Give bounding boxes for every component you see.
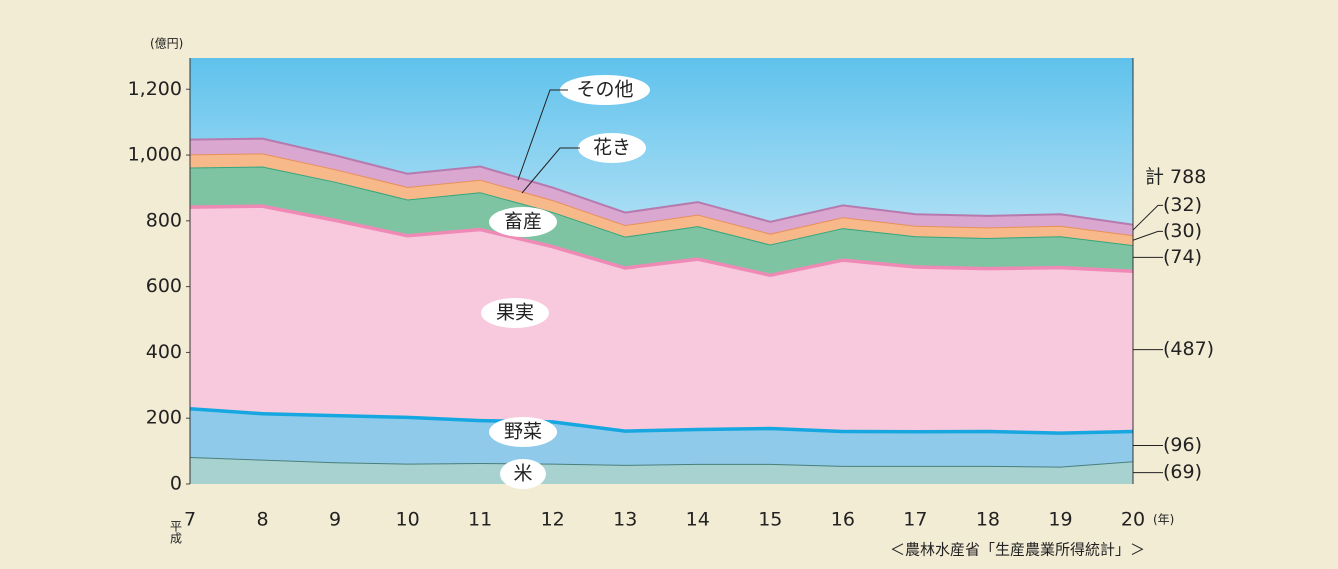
x-unit: (年) [1153,513,1174,527]
series-label: 米 [513,463,532,485]
y-tick-label: 600 [146,275,182,297]
leader [1132,230,1163,241]
label-bubble [481,298,549,328]
y-tick-label: 1,200 [128,78,182,100]
x-tick-label: 15 [758,509,782,531]
series-label: その他 [576,79,633,101]
series-label: 畜産 [504,211,542,233]
end-label: (69) [1163,461,1202,483]
series-label: 花き [593,137,631,159]
x-tick-label: 13 [613,509,637,531]
label-bubble [560,75,650,105]
label-bubble [578,133,646,163]
x-tick-label: 18 [976,509,1000,531]
label-bubble [489,417,557,447]
leader [517,89,568,181]
leader [1132,204,1163,231]
end-label: (32) [1163,194,1202,216]
series-label: 果実 [496,302,534,324]
y-tick-label: 1,000 [128,144,182,166]
total-label: 計 788 [1145,166,1206,188]
leader [521,147,580,194]
end-label: (487) [1163,338,1214,360]
series-label: 野菜 [504,421,542,443]
x-tick-label: 17 [903,509,927,531]
area [190,204,1133,432]
area [190,407,1133,467]
area-edge [189,137,1134,226]
y-tick-label: 200 [146,407,182,429]
x-tick-label: 16 [831,509,855,531]
area [190,153,1133,246]
label-bubble [500,459,546,489]
x-tick-label: 7 [184,509,196,531]
label-bubble [489,207,557,237]
end-label: (74) [1163,246,1202,268]
area [190,138,1133,236]
x-tick-label: 20 [1121,509,1145,531]
x-tick-label: 14 [686,509,710,531]
y-tick-label: 800 [146,209,182,231]
x-tick-label: 19 [1048,509,1072,531]
area [190,166,1133,274]
x-prefix: 平成 [169,520,183,545]
x-tick-label: 9 [329,509,341,531]
x-tick-label: 12 [541,509,565,531]
y-tick-label: 400 [146,341,182,363]
x-tick-label: 10 [396,509,420,531]
y-unit: (億円) [150,37,183,51]
end-label: (96) [1163,434,1202,456]
source: ＜農林水産省「生産農業所得統計」＞ [890,541,1145,559]
y-tick-label: 0 [170,473,182,495]
x-tick-label: 11 [468,509,492,531]
end-label: (30) [1163,220,1202,242]
x-tick-label: 8 [256,509,268,531]
